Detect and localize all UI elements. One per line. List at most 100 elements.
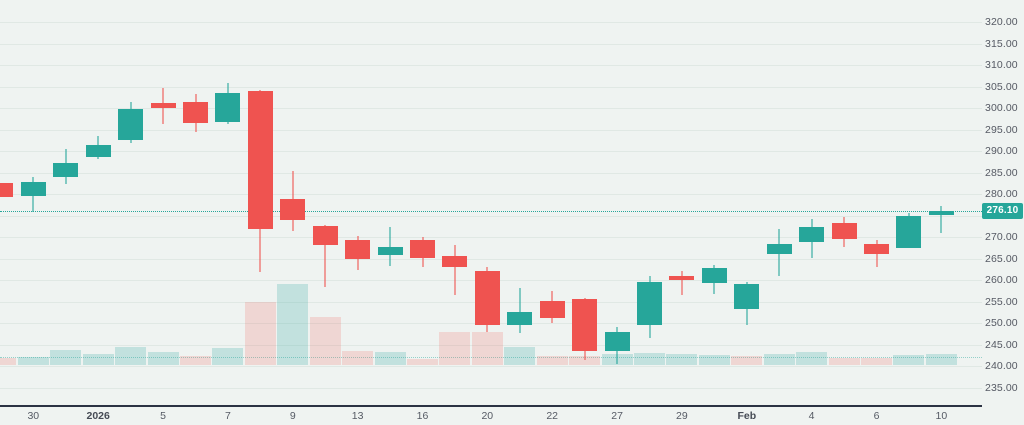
candle-body [85, 145, 111, 157]
price-gridline [0, 86, 982, 88]
guide-dotted-line [0, 357, 982, 359]
time-tick-label: Feb [737, 410, 757, 422]
time-tick-label: 9 [289, 410, 296, 422]
price-gridline [0, 215, 982, 217]
candle-body [247, 90, 273, 230]
candle-body [215, 92, 241, 122]
volume-bar [861, 358, 892, 365]
candle-body [118, 109, 144, 140]
price-gridline [0, 108, 982, 109]
volume-bar [407, 359, 438, 365]
candle-body [831, 222, 857, 240]
price-axis[interactable]: 276.10 320.00 315.00 310.00 305.00 300.00 295… [982, 0, 1024, 405]
price-tick-label: 265.00 [985, 252, 1018, 265]
volume-bar [147, 352, 179, 365]
volume-bar [0, 358, 17, 365]
candle-body [442, 255, 468, 268]
candle-body [669, 275, 695, 280]
volume-bar [763, 354, 795, 365]
price-gridline [0, 387, 982, 389]
time-axis-line [0, 405, 982, 407]
time-axis[interactable]: 30 2026 5 7 9 13 16 20 22 27 29 Feb 4 6 10 [0, 407, 1024, 425]
candle-wick [518, 288, 521, 334]
time-tick-label: 20 [481, 410, 494, 422]
time-tick-label: 6 [873, 410, 880, 422]
price-tick-label: 305.00 [985, 80, 1018, 93]
volume-bar [309, 317, 341, 365]
volume-bar [504, 347, 536, 365]
candle-body [53, 162, 79, 178]
candle-body [864, 243, 889, 255]
volume-bar [536, 356, 568, 365]
volume-bar [893, 355, 925, 365]
price-tick-label: 270.00 [985, 231, 1018, 243]
volume-bar [342, 351, 374, 365]
candle-body [0, 182, 14, 197]
price-gridline [0, 43, 982, 45]
volume-bar [796, 352, 828, 365]
price-tick-label: 285.00 [985, 166, 1018, 179]
time-tick-label: 5 [160, 410, 167, 422]
price-tick-label: 315.00 [985, 37, 1018, 50]
volume-bar [731, 356, 763, 365]
volume-bar [698, 355, 730, 365]
time-tick-label: 29 [676, 410, 688, 422]
time-tick-label: 4 [808, 410, 815, 422]
volume-bar [828, 358, 860, 365]
candle-body [183, 101, 208, 123]
time-tick-label: 30 [27, 410, 40, 422]
candle-body [280, 199, 306, 220]
price-tick-label: 320.00 [985, 16, 1018, 28]
candle-body [701, 267, 727, 284]
price-gridline [0, 258, 982, 260]
price-gridline [0, 65, 982, 66]
candle-wick [389, 226, 392, 266]
volume-bar [634, 353, 665, 365]
candle-wick [940, 206, 943, 233]
candle-wick [453, 245, 456, 296]
candle-body [734, 284, 760, 310]
volume-bar [439, 332, 471, 365]
candle-body [539, 301, 565, 319]
time-tick-label: 16 [416, 410, 429, 422]
price-tick-label: 235.00 [985, 381, 1018, 394]
candle-body [766, 244, 792, 255]
volume-bar [115, 347, 147, 365]
price-tick-label: 310.00 [985, 59, 1018, 71]
time-tick-label: 2026 [86, 410, 110, 422]
price-gridline [0, 194, 982, 195]
time-tick-label: 22 [546, 410, 559, 422]
candle-body [410, 240, 435, 259]
current-price-badge: 276.10 [982, 202, 1023, 219]
price-gridline [0, 344, 982, 346]
volume-bar [180, 356, 211, 365]
chart-canvas[interactable] [0, 0, 982, 405]
candle-body [150, 103, 176, 109]
current-price-line [0, 210, 982, 212]
candle-body [896, 215, 922, 249]
candle-body [345, 240, 371, 259]
candle-wick [324, 224, 327, 287]
price-tick-label: 250.00 [985, 317, 1018, 329]
price-gridline [0, 129, 982, 131]
volume-bar [374, 352, 406, 365]
price-tick-label: 290.00 [985, 145, 1018, 157]
candle-body [572, 298, 598, 351]
time-tick-label: 7 [224, 410, 231, 422]
candle-body [20, 182, 46, 196]
volume-bar [569, 356, 601, 365]
candle-body [637, 281, 662, 326]
price-tick-label: 245.00 [985, 338, 1018, 351]
candle-body [474, 270, 500, 326]
price-tick-label: 300.00 [985, 102, 1018, 114]
price-tick-label: 295.00 [985, 123, 1018, 136]
candle-body [507, 311, 533, 326]
price-gridline [0, 366, 982, 367]
volume-bar [212, 348, 244, 365]
price-tick-label: 240.00 [985, 360, 1018, 372]
candle-body [604, 331, 630, 351]
volume-bar [925, 354, 957, 365]
volume-bar [17, 357, 49, 365]
price-gridline [0, 151, 982, 152]
